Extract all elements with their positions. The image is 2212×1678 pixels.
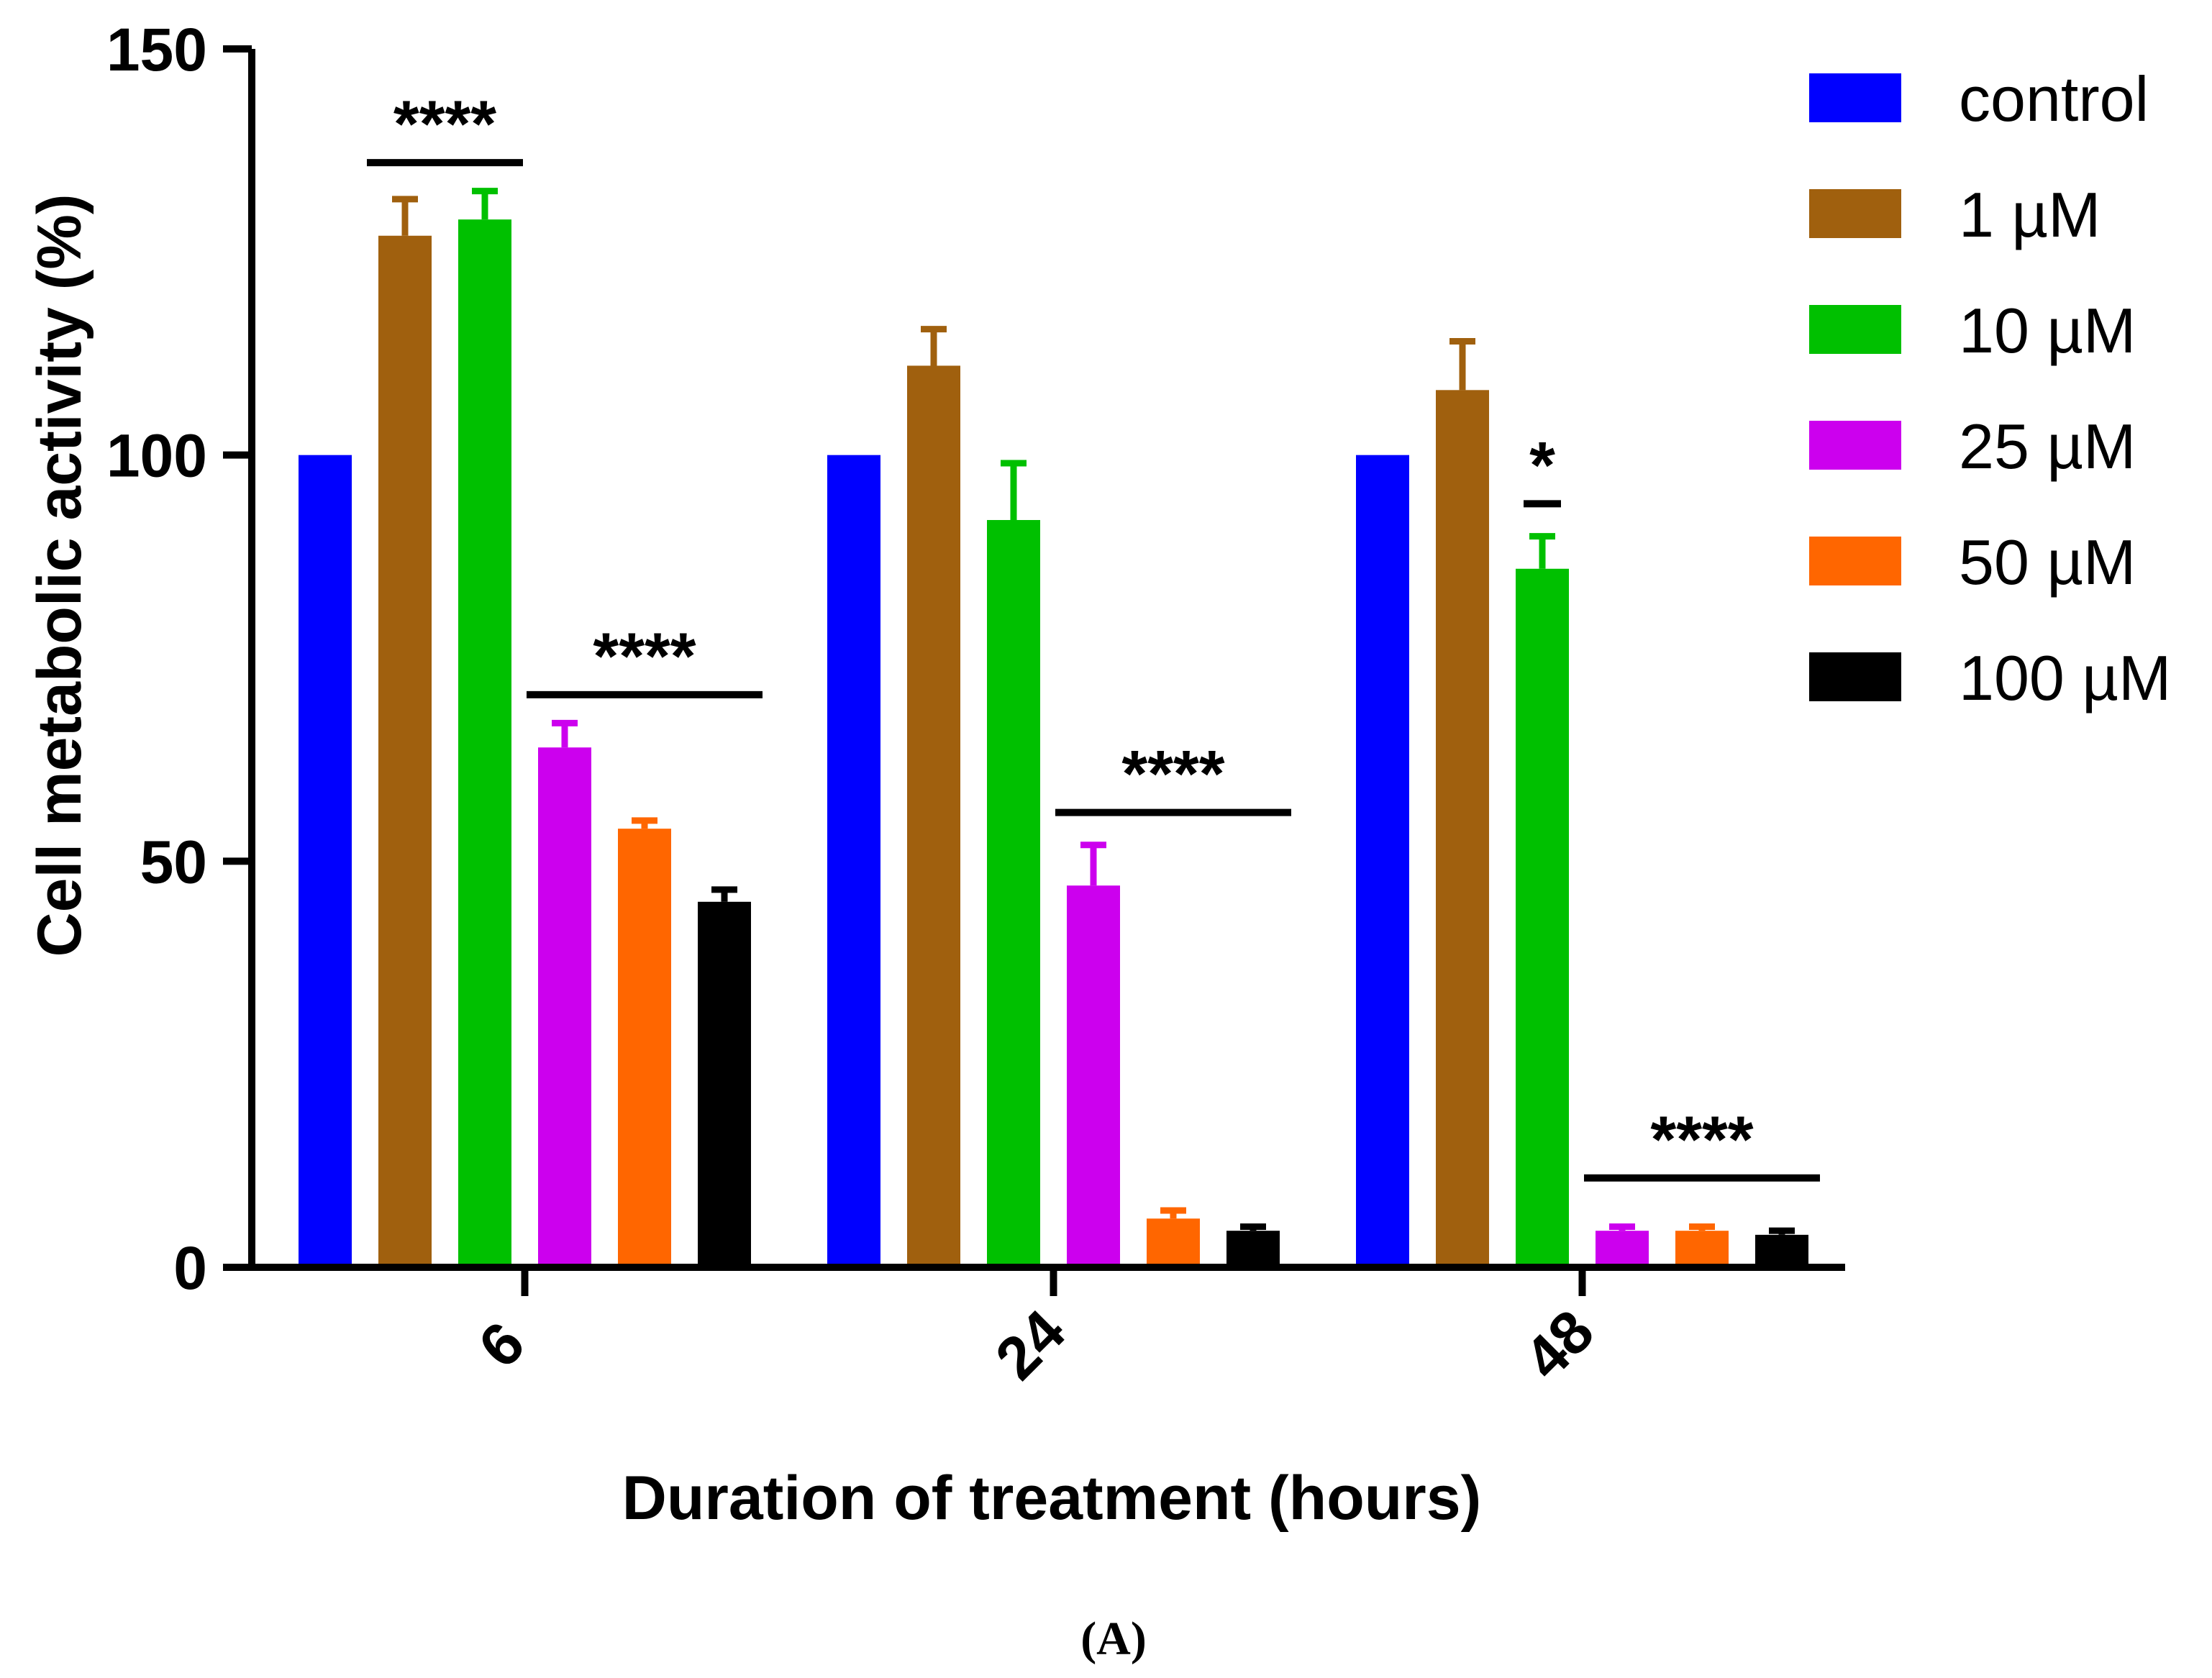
legend-swatch-50-uM [1809,537,1901,585]
legend-swatch-control [1809,73,1901,122]
bar-50-uM-48h [1675,1231,1729,1267]
y-tick-label-100: 100 [106,422,207,490]
y-tick-label-150: 150 [106,16,207,83]
significance-label-2: **** [593,620,696,693]
significance-label-1: **** [393,88,496,161]
x-tick-label-48: 48 [1511,1297,1607,1392]
significance-label-4: * [1529,429,1555,502]
legend-swatch-100-uM [1809,652,1901,701]
x-tick-label-24: 24 [983,1297,1078,1392]
x-tick-label-6: 6 [465,1309,537,1381]
bar-control-48h [1356,455,1409,1267]
legend-label-50-uM: 50 µM [1959,526,2136,598]
y-tick-label-50: 50 [140,828,207,895]
y-tick-label-0: 0 [173,1234,207,1302]
legend-label-100-uM: 100 µM [1959,642,2171,713]
legend-swatch-10-uM [1809,305,1901,354]
bar-10-uM-6h [458,219,511,1267]
bar-100-uM-24h [1226,1231,1280,1267]
legend-label-25-uM: 25 µM [1959,411,2136,482]
bar-1-uM-24h [907,365,960,1268]
bar-1-uM-6h [378,235,432,1267]
legend-swatch-25-uM [1809,421,1901,470]
legend-swatch-1-uM [1809,189,1901,238]
bar-100-uM-48h [1755,1234,1808,1267]
legend-label-1-uM: 1 µM [1959,179,2101,250]
bar-1-uM-48h [1436,390,1489,1267]
bar-25-uM-48h [1596,1231,1649,1267]
legend-label-control: control [1959,63,2149,134]
bars-layer [299,188,1808,1268]
bar-25-uM-6h [538,747,591,1267]
bar-100-uM-6h [698,901,751,1267]
bar-50-uM-6h [618,829,671,1267]
bar-control-6h [299,455,352,1267]
legend-label-10-uM: 10 µM [1959,295,2136,366]
bar-control-24h [827,455,880,1267]
y-axis-title: Cell metabolic activity (%) [25,194,94,957]
legend: control 1 µM 10 µM 25 µM 50 µM 100 µM [1809,63,2171,713]
axes: 0 50 100 150 6 24 48 [106,16,1845,1392]
bar-10-uM-48h [1516,568,1569,1267]
bar-25-uM-24h [1067,885,1120,1267]
significance-label-5: **** [1650,1103,1753,1177]
bar-50-uM-24h [1147,1218,1200,1267]
significance-label-3: **** [1121,738,1224,811]
x-axis-title: Duration of treatment (hours) [622,1464,1481,1533]
significance-annotations: ***************** [367,88,1820,1182]
panel-label: (A) [1080,1613,1147,1665]
bar-10-uM-24h [987,520,1040,1267]
